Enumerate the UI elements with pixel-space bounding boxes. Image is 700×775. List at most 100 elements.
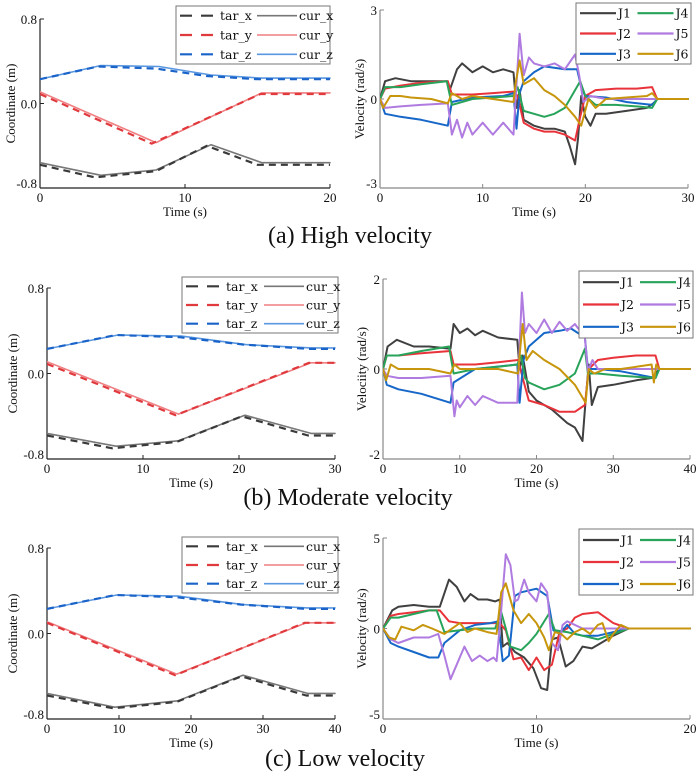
series-line-J5 [383, 553, 691, 681]
series-line-tar_y [47, 621, 335, 677]
series-line-J5 [380, 32, 689, 139]
legend-label-J3: J3 [619, 577, 634, 592]
series-line-tar_x [40, 144, 330, 179]
legend-label-J3: J3 [616, 46, 631, 61]
x-tick-label: 20 [233, 461, 246, 476]
series-line-cur_y [47, 360, 336, 415]
series-line-J4 [383, 345, 691, 391]
x-axis-title: Time (s) [169, 475, 213, 490]
x-tick-label: 20 [324, 190, 337, 205]
x-tick-label: 30 [257, 721, 270, 736]
series-line-J2 [380, 80, 689, 142]
legend: J1 J4 J2 J5 J3 J6 [575, 2, 692, 65]
x-tick-label: 10 [530, 721, 543, 736]
legend: J1 J4 J2 J5 J3 J6 [578, 528, 694, 596]
x-tick-label: 20 [530, 461, 543, 476]
y-axis-title: Velociity (rad/s) [354, 327, 369, 411]
series-line-J6 [380, 59, 689, 127]
x-tick-label: 0 [44, 461, 51, 476]
x-tick-label: 20 [579, 190, 592, 205]
legend-label-J4: J4 [676, 275, 691, 290]
legend-label-tar_y: tar_y [220, 28, 253, 43]
legend-label-J3: J3 [619, 319, 634, 334]
caption-a: (a) High velocity [268, 223, 432, 249]
legend-label-J1: J1 [616, 6, 631, 21]
legend-label-cur_y: cur_y [306, 298, 341, 313]
series-line-J4 [383, 609, 691, 652]
legend-label-cur_x: cur_x [306, 279, 340, 294]
legend-label-J5: J5 [676, 555, 691, 570]
plot-area [383, 291, 691, 442]
y-axis-title: Coordinate (m) [3, 64, 18, 144]
x-tick-label: 40 [684, 461, 697, 476]
y-tick-label: -3 [366, 176, 377, 191]
plot-area [47, 333, 336, 450]
legend-label-J5: J5 [674, 26, 689, 41]
chart-b-coord: 0 10 20 30 -0.8 0.0 0.8 Time (s) Coordinate (m) t… [5, 276, 342, 490]
y-tick-label: 0 [371, 92, 378, 107]
y-tick-label: 5 [374, 531, 381, 546]
legend-label-tar_z: tar_z [226, 316, 258, 331]
legend-label-J1: J1 [619, 533, 634, 548]
y-tick-label: 0.0 [28, 367, 44, 382]
y-tick-label: 0.8 [28, 281, 44, 296]
x-axis-title: Time (s) [512, 204, 556, 219]
legend-label-tar_x: tar_x [220, 8, 252, 23]
legend-label-tar_z: tar_z [226, 576, 258, 591]
legend-label-tar_y: tar_y [226, 298, 259, 313]
legend-label-J2: J2 [619, 555, 634, 570]
legend: tar_x cur_x tar_y cur_y tar_z cur_z [175, 5, 334, 65]
series-line-tar_x [47, 675, 335, 710]
series-line-tar_y [47, 361, 335, 417]
plot-area [380, 32, 689, 166]
caption-b: (b) Moderate velocity [243, 485, 452, 511]
plot-area [383, 553, 691, 691]
x-tick-label: 10 [137, 461, 150, 476]
y-axis-title: Velocity (rad/s) [354, 588, 369, 669]
legend-label-tar_y: tar_y [226, 558, 259, 573]
series-line-J2 [383, 350, 691, 413]
x-tick-label: 40 [329, 721, 342, 736]
legend-label-J6: J6 [676, 319, 691, 334]
y-tick-label: -0.8 [16, 176, 37, 191]
legend-label-cur_z: cur_z [306, 576, 340, 591]
y-tick-label: -0.8 [23, 447, 44, 462]
legend-label-tar_x: tar_x [226, 279, 258, 294]
legend: tar_x cur_x tar_y cur_y tar_z cur_z [181, 536, 341, 594]
x-axis-title: Time (s) [169, 735, 213, 750]
x-tick-label: 20 [684, 721, 697, 736]
x-tick-label: 0 [380, 721, 387, 736]
x-tick-label: 10 [453, 461, 466, 476]
y-tick-label: 0 [374, 362, 381, 377]
y-tick-label: 0.8 [21, 12, 37, 27]
legend-label-cur_z: cur_z [299, 47, 333, 62]
legend-label-J6: J6 [676, 577, 691, 592]
legend-label-cur_y: cur_y [299, 28, 334, 43]
legend-label-J2: J2 [616, 26, 631, 41]
legend-label-cur_x: cur_x [306, 539, 340, 554]
y-tick-label: -2 [369, 447, 380, 462]
series-line-J1 [383, 323, 691, 442]
series-line-cur_x [47, 674, 336, 709]
legend-label-J5: J5 [676, 297, 691, 312]
series-line-J2 [383, 609, 691, 672]
y-axis-title: Velocity (rad/s) [352, 59, 367, 140]
x-tick-label: 0 [380, 461, 387, 476]
x-axis-title: Time (s) [163, 204, 207, 219]
caption-c: (c) Low velocity [265, 746, 425, 772]
y-tick-label: 0.0 [28, 627, 44, 642]
series-line-tar_z [47, 593, 335, 611]
legend-label-cur_z: cur_z [306, 316, 340, 331]
x-tick-label: 20 [185, 721, 198, 736]
legend-label-J2: J2 [619, 297, 634, 312]
y-axis-title: Coordinate (m) [5, 594, 20, 674]
series-line-cur_z [47, 594, 336, 610]
x-tick-label: 10 [179, 190, 192, 205]
series-line-cur_y [40, 91, 331, 144]
series-line-J3 [383, 327, 691, 404]
x-axis-title: Time (s) [515, 735, 559, 750]
